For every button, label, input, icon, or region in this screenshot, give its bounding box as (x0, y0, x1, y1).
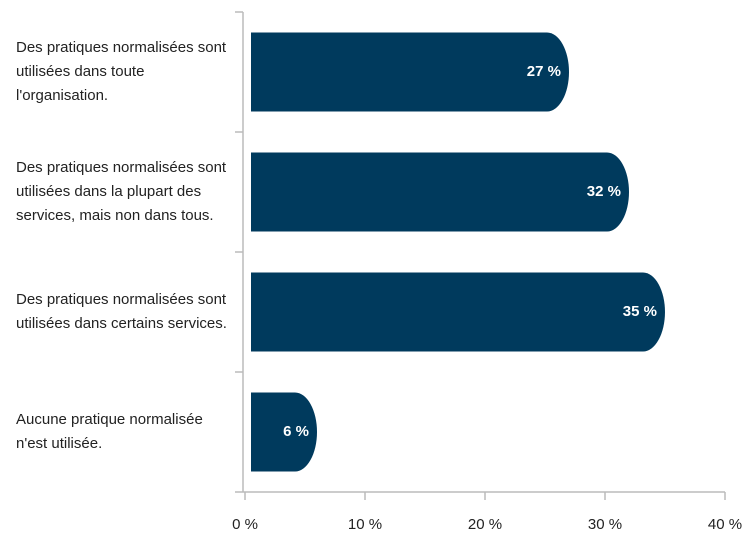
category-label: Aucune pratique normalisée n'est utilisé… (16, 411, 203, 452)
category-label: Des pratiques normalisées sont utilisées… (16, 159, 227, 224)
bar (251, 152, 629, 232)
category-label: Des pratiques normalisées sont utilisées… (16, 291, 227, 332)
x-tick-label: 10 % (348, 516, 382, 533)
x-tick-label: 0 % (232, 516, 258, 533)
value-label: 35 % (623, 303, 657, 320)
value-label: 27 % (527, 63, 561, 80)
bar (251, 392, 317, 472)
bar (251, 32, 570, 112)
x-tick-label: 20 % (468, 516, 502, 533)
x-tick-label: 40 % (708, 516, 742, 533)
value-label: 32 % (587, 183, 621, 200)
x-tick-label: 30 % (588, 516, 622, 533)
category-label: Des pratiques normalisées sont utilisées… (16, 39, 227, 104)
value-label: 6 % (283, 423, 309, 440)
bar (251, 272, 665, 352)
